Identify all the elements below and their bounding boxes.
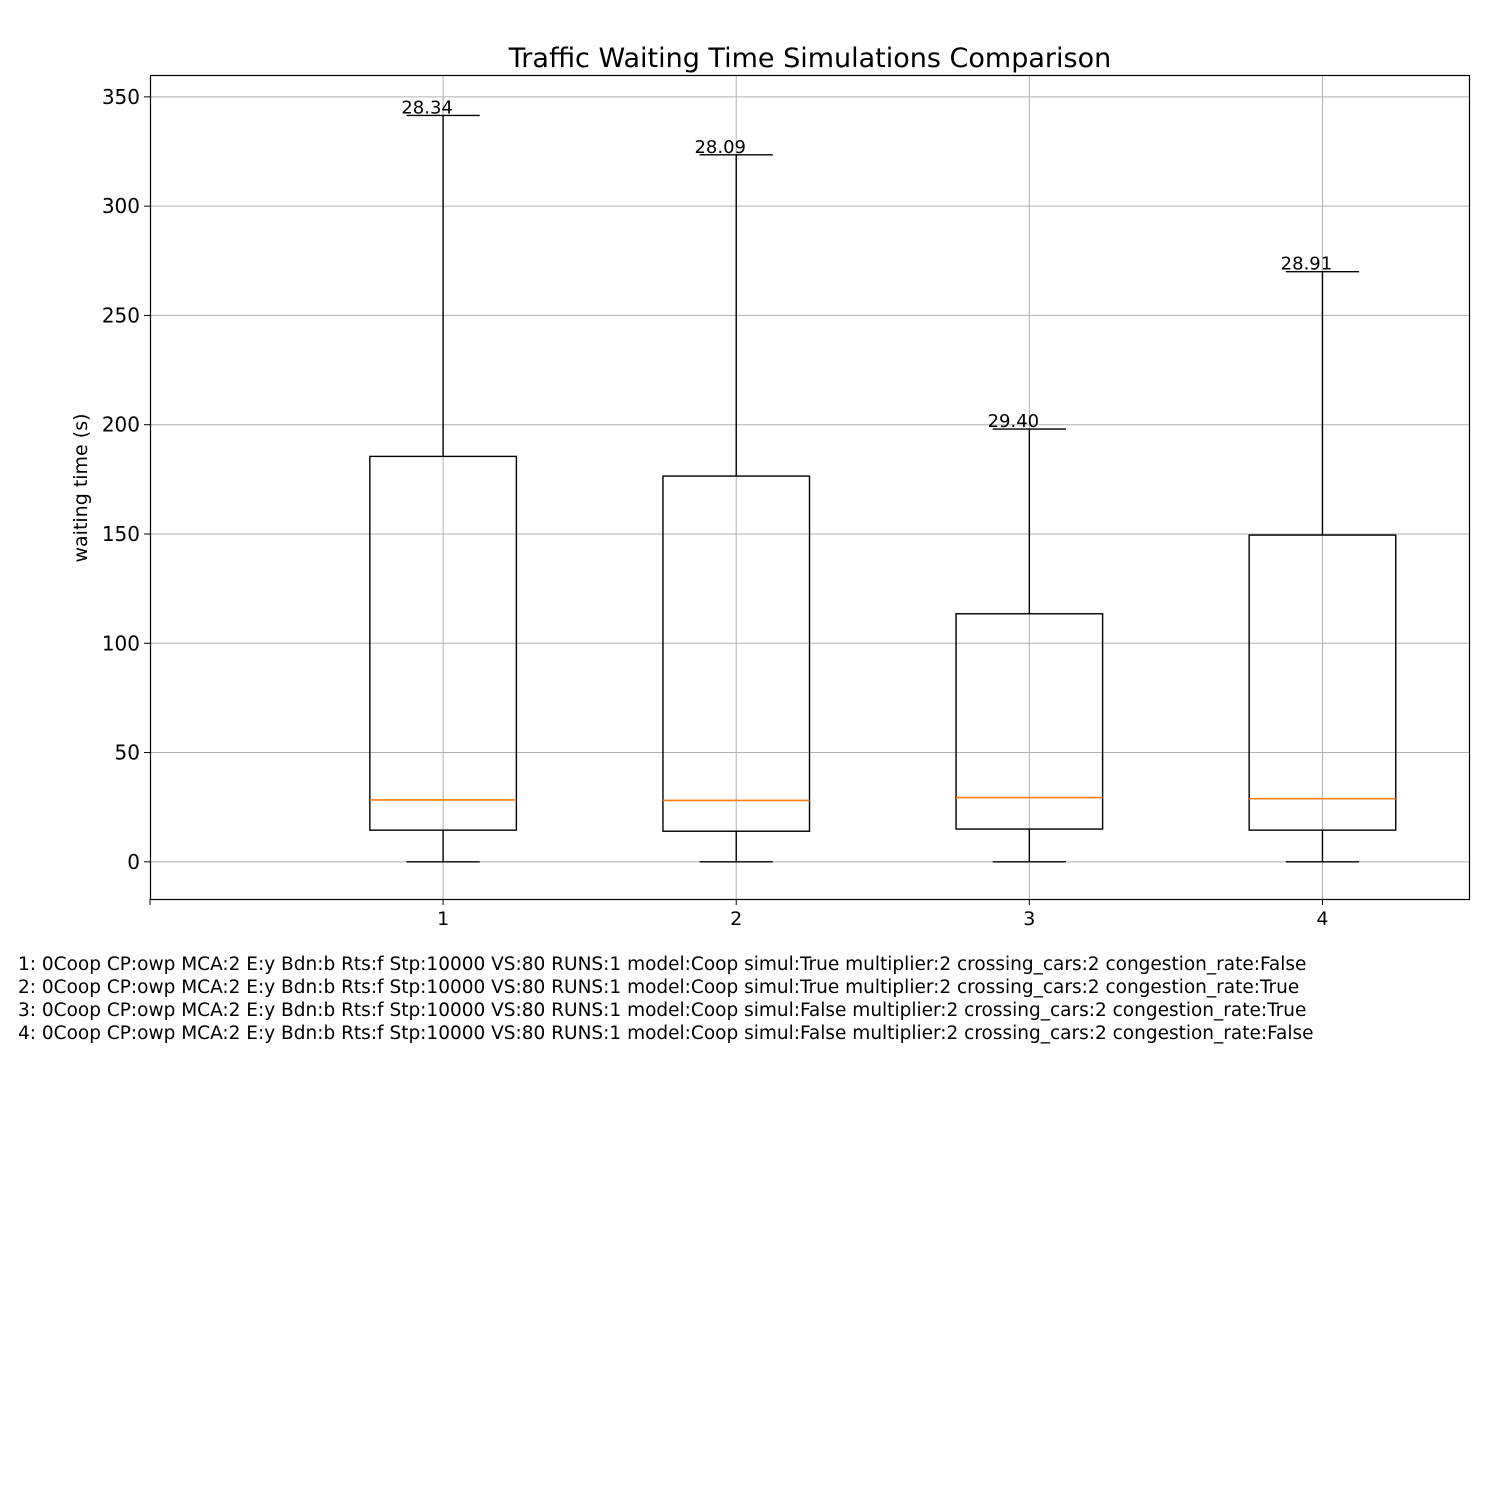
y-axis-label: waiting time (s) — [70, 413, 92, 562]
legend-line-3: 3: 0Coop CP:owp MCA:2 E:y Bdn:b Rts:f St… — [18, 1000, 1307, 1021]
iqr-box — [955, 613, 1104, 830]
y-tick-label: 100 — [102, 631, 140, 655]
box-3: 29.40 — [955, 411, 1104, 863]
y-tick-label: 50 — [115, 741, 140, 765]
axis-ticks: 0 50 100 150 200 250 300 350 1 2 3 4 — [102, 85, 1329, 930]
median-annotation: 28.09 — [694, 137, 746, 158]
iqr-box — [1248, 534, 1397, 831]
iqr-box — [369, 455, 518, 831]
median-annotation: 28.91 — [1281, 254, 1333, 275]
y-tick-label: 350 — [102, 85, 140, 109]
y-tick-label: 0 — [127, 850, 140, 874]
y-tick-label: 200 — [102, 413, 140, 437]
y-tick-label: 300 — [102, 194, 140, 218]
legend-line-2: 2: 0Coop CP:owp MCA:2 E:y Bdn:b Rts:f St… — [18, 977, 1300, 998]
box-1: 28.34 — [369, 97, 518, 863]
x-tick-label: 2 — [730, 908, 742, 930]
x-tick-label: 4 — [1316, 908, 1328, 930]
chart-title: Traffic Waiting Time Simulations Compari… — [508, 43, 1111, 74]
legend-line-1: 1: 0Coop CP:owp MCA:2 E:y Bdn:b Rts:f St… — [18, 954, 1307, 975]
x-tick-label: 1 — [437, 908, 449, 930]
iqr-box — [662, 475, 811, 832]
legend-line-4: 4: 0Coop CP:owp MCA:2 E:y Bdn:b Rts:f St… — [18, 1023, 1314, 1044]
plot-frame — [149, 74, 1471, 901]
y-tick-label: 150 — [102, 522, 140, 546]
median-annotation: 28.34 — [401, 97, 453, 118]
box-2: 28.09 — [662, 137, 811, 863]
box-4: 28.91 — [1248, 254, 1397, 863]
x-tick-label: 3 — [1023, 908, 1035, 930]
simulation-legend: 1: 0Coop CP:owp MCA:2 E:y Bdn:b Rts:f St… — [18, 953, 1314, 1045]
y-tick-label: 250 — [102, 303, 140, 327]
median-annotation: 29.40 — [988, 411, 1040, 432]
box-series: 28.34 28.09 29.40 28.91 — [369, 97, 1397, 863]
